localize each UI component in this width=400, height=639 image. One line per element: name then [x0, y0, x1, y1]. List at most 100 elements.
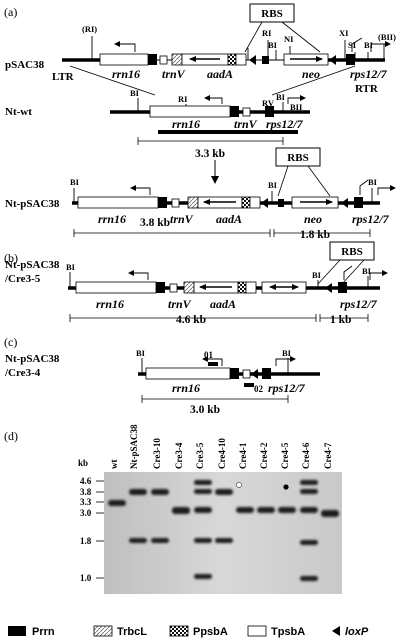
gene-label-rps-p: rps12/7 [352, 212, 390, 226]
panel-a: (a) pSAC38 (RI) H3 RI BI NI XI SI BI (BI… [4, 3, 396, 96]
lane-label-cre4-7: Cre4-7 [323, 442, 333, 469]
lane-label-cre4-1: Cre4-1 [238, 442, 248, 469]
blot-unit-label: kb [78, 458, 88, 468]
gene-label-rps-b: rps12/7 [340, 297, 378, 311]
gene-label-rrn16-b: rrn16 [96, 297, 124, 311]
panel-b: (b) Nt-pSAC38 /Cre3-5 RBS BI BI BI [4, 241, 388, 326]
gene-label-rrn16-p: rrn16 [98, 212, 126, 226]
fragment-psac38-right: 1.8 kb [300, 229, 330, 241]
lane-label-cre3-10: Cre3-10 [152, 438, 162, 469]
site-label-bii-wt: BII [290, 102, 303, 112]
fragment-cre35-left: 4.6 kb [176, 314, 206, 326]
legend-ppsba-swatch [169, 625, 189, 637]
fragment-wt: 3.3 kb [195, 148, 225, 160]
rbs-label-psac38: RBS [287, 152, 308, 164]
site-label-bi: BI [268, 40, 278, 50]
site-label-bi-b2: BI [312, 270, 322, 280]
probe-label-02: 02 [254, 384, 264, 394]
probe-02 [244, 383, 254, 387]
ppsba-box-a [227, 53, 237, 66]
lane-label-cre4-2: Cre4-2 [259, 442, 269, 469]
gene-label-rps-c: rps12/7 [268, 381, 306, 395]
trnv-box-p [171, 198, 180, 208]
loxp-1-a [249, 55, 256, 65]
trbcl-box-a [171, 53, 183, 66]
site-label-bi-p3: BI [368, 177, 378, 187]
trnv-box-wt [242, 107, 251, 117]
prrn-box-b [156, 282, 165, 293]
rbs-box-b [329, 241, 375, 261]
construct-label-psac38: pSAC38 [5, 59, 45, 71]
gene-label-neo-p: neo [304, 212, 322, 226]
probe-bar-wt [158, 130, 298, 134]
site-label-bi-b3: BI [362, 266, 372, 276]
gene-label-aada-p: aadA [216, 212, 242, 226]
gene-label-rrn16-c: rrn16 [172, 381, 200, 395]
nt-wt-map: Nt-wt BI RI AI RV BI BII rrn16 trnV rps1… [5, 88, 310, 160]
loxp-1-p [261, 198, 268, 208]
probe-01 [208, 362, 218, 366]
rps-box-wt [265, 106, 274, 117]
rtr-label: RTR [355, 83, 379, 95]
loxp-c [251, 369, 258, 379]
site-label-bi-b1: BI [66, 262, 76, 272]
construct-label-cre35-1: Nt-pSAC38 [5, 259, 60, 271]
site-label-bi-p1: BI [70, 177, 80, 187]
gene-label-trnv-wt: trnV [234, 117, 258, 131]
tpsba-box-a [235, 53, 247, 66]
lane-label-nt-psac38: Nt-pSAC38 [129, 424, 139, 469]
site-label-ni: NI [284, 34, 294, 44]
fragment-cre35-right: 1 kb [330, 314, 351, 326]
site-label-ri: RI [262, 28, 272, 38]
legend-tpsba-swatch [247, 625, 267, 637]
marker-3-8: 3.8 [80, 487, 92, 497]
trbcl-box-p [187, 196, 199, 209]
promoter-box-a [262, 56, 269, 64]
lane-label-cre4-10: Cre4-10 [217, 438, 227, 469]
fragment-psac38-left: 3.8 kb [140, 217, 170, 229]
rrn16-box-p [77, 196, 159, 209]
legend-loxp-label: loxP [345, 626, 369, 638]
rrn16-box-b [75, 281, 157, 294]
loxp-b [325, 283, 332, 293]
rbs-box-psac38 [275, 147, 321, 167]
site-label-xi: XI [339, 28, 349, 38]
site-label-rv-wt: RV [262, 98, 275, 108]
gene-label-rps-a: rps12/7 [350, 67, 388, 81]
gene-label-rps-wt: rps12/7 [266, 117, 304, 131]
legend-trbcl-label: TrbcL [117, 626, 147, 638]
legend-prrn-label: Prrn [32, 626, 55, 638]
construct-label-cre34-1: Nt-pSAC38 [5, 353, 60, 365]
rbs-label-b: RBS [341, 246, 362, 258]
lane-label-cre4-6: Cre4-6 [301, 442, 311, 469]
tpsba-box-p [249, 196, 261, 209]
marker-4-6: 4.6 [80, 476, 92, 486]
ltr-label: LTR [52, 71, 75, 83]
construct-label-cre35-2: /Cre3-5 [4, 273, 41, 285]
rbs-box-a [249, 3, 295, 23]
rrn16-box-a [99, 53, 149, 66]
gene-label-aada-a: aadA [207, 67, 233, 81]
marker-1-8: 1.8 [80, 536, 92, 546]
open-dot-marker [236, 482, 242, 488]
gene-label-trnv-b: trnV [168, 297, 192, 311]
site-label-bi-right: BI [364, 40, 374, 50]
site-label-bi-c2: BI [282, 348, 292, 358]
panel-c: (c) Nt-pSAC38 /Cre3-4 BI BI 01 02 rrn16 … [4, 335, 320, 416]
prrn-box-c [230, 368, 239, 379]
prrn-box-p [158, 197, 167, 208]
marker-1-0: 1.0 [80, 573, 92, 583]
panel-d-label: (d) [4, 429, 18, 443]
filled-dot-marker [283, 484, 289, 490]
loxp-2-a [329, 55, 336, 65]
marker-3-3: 3.3 [80, 497, 92, 507]
loxp-2-p [341, 198, 348, 208]
marker-labels: 4.6 3.8 3.3 3.0 1.8 1.0 [80, 476, 92, 583]
trnv-box-a [159, 55, 168, 65]
site-label-bi-wt: BI [130, 88, 140, 98]
legend: Prrn TrbcL PpsbA TpsbA loxP [8, 625, 369, 638]
blot-bands [108, 480, 339, 581]
legend-loxp-icon [332, 626, 340, 636]
gene-label-aada-b: aadA [210, 297, 236, 311]
rrn16-box-wt [149, 105, 231, 118]
